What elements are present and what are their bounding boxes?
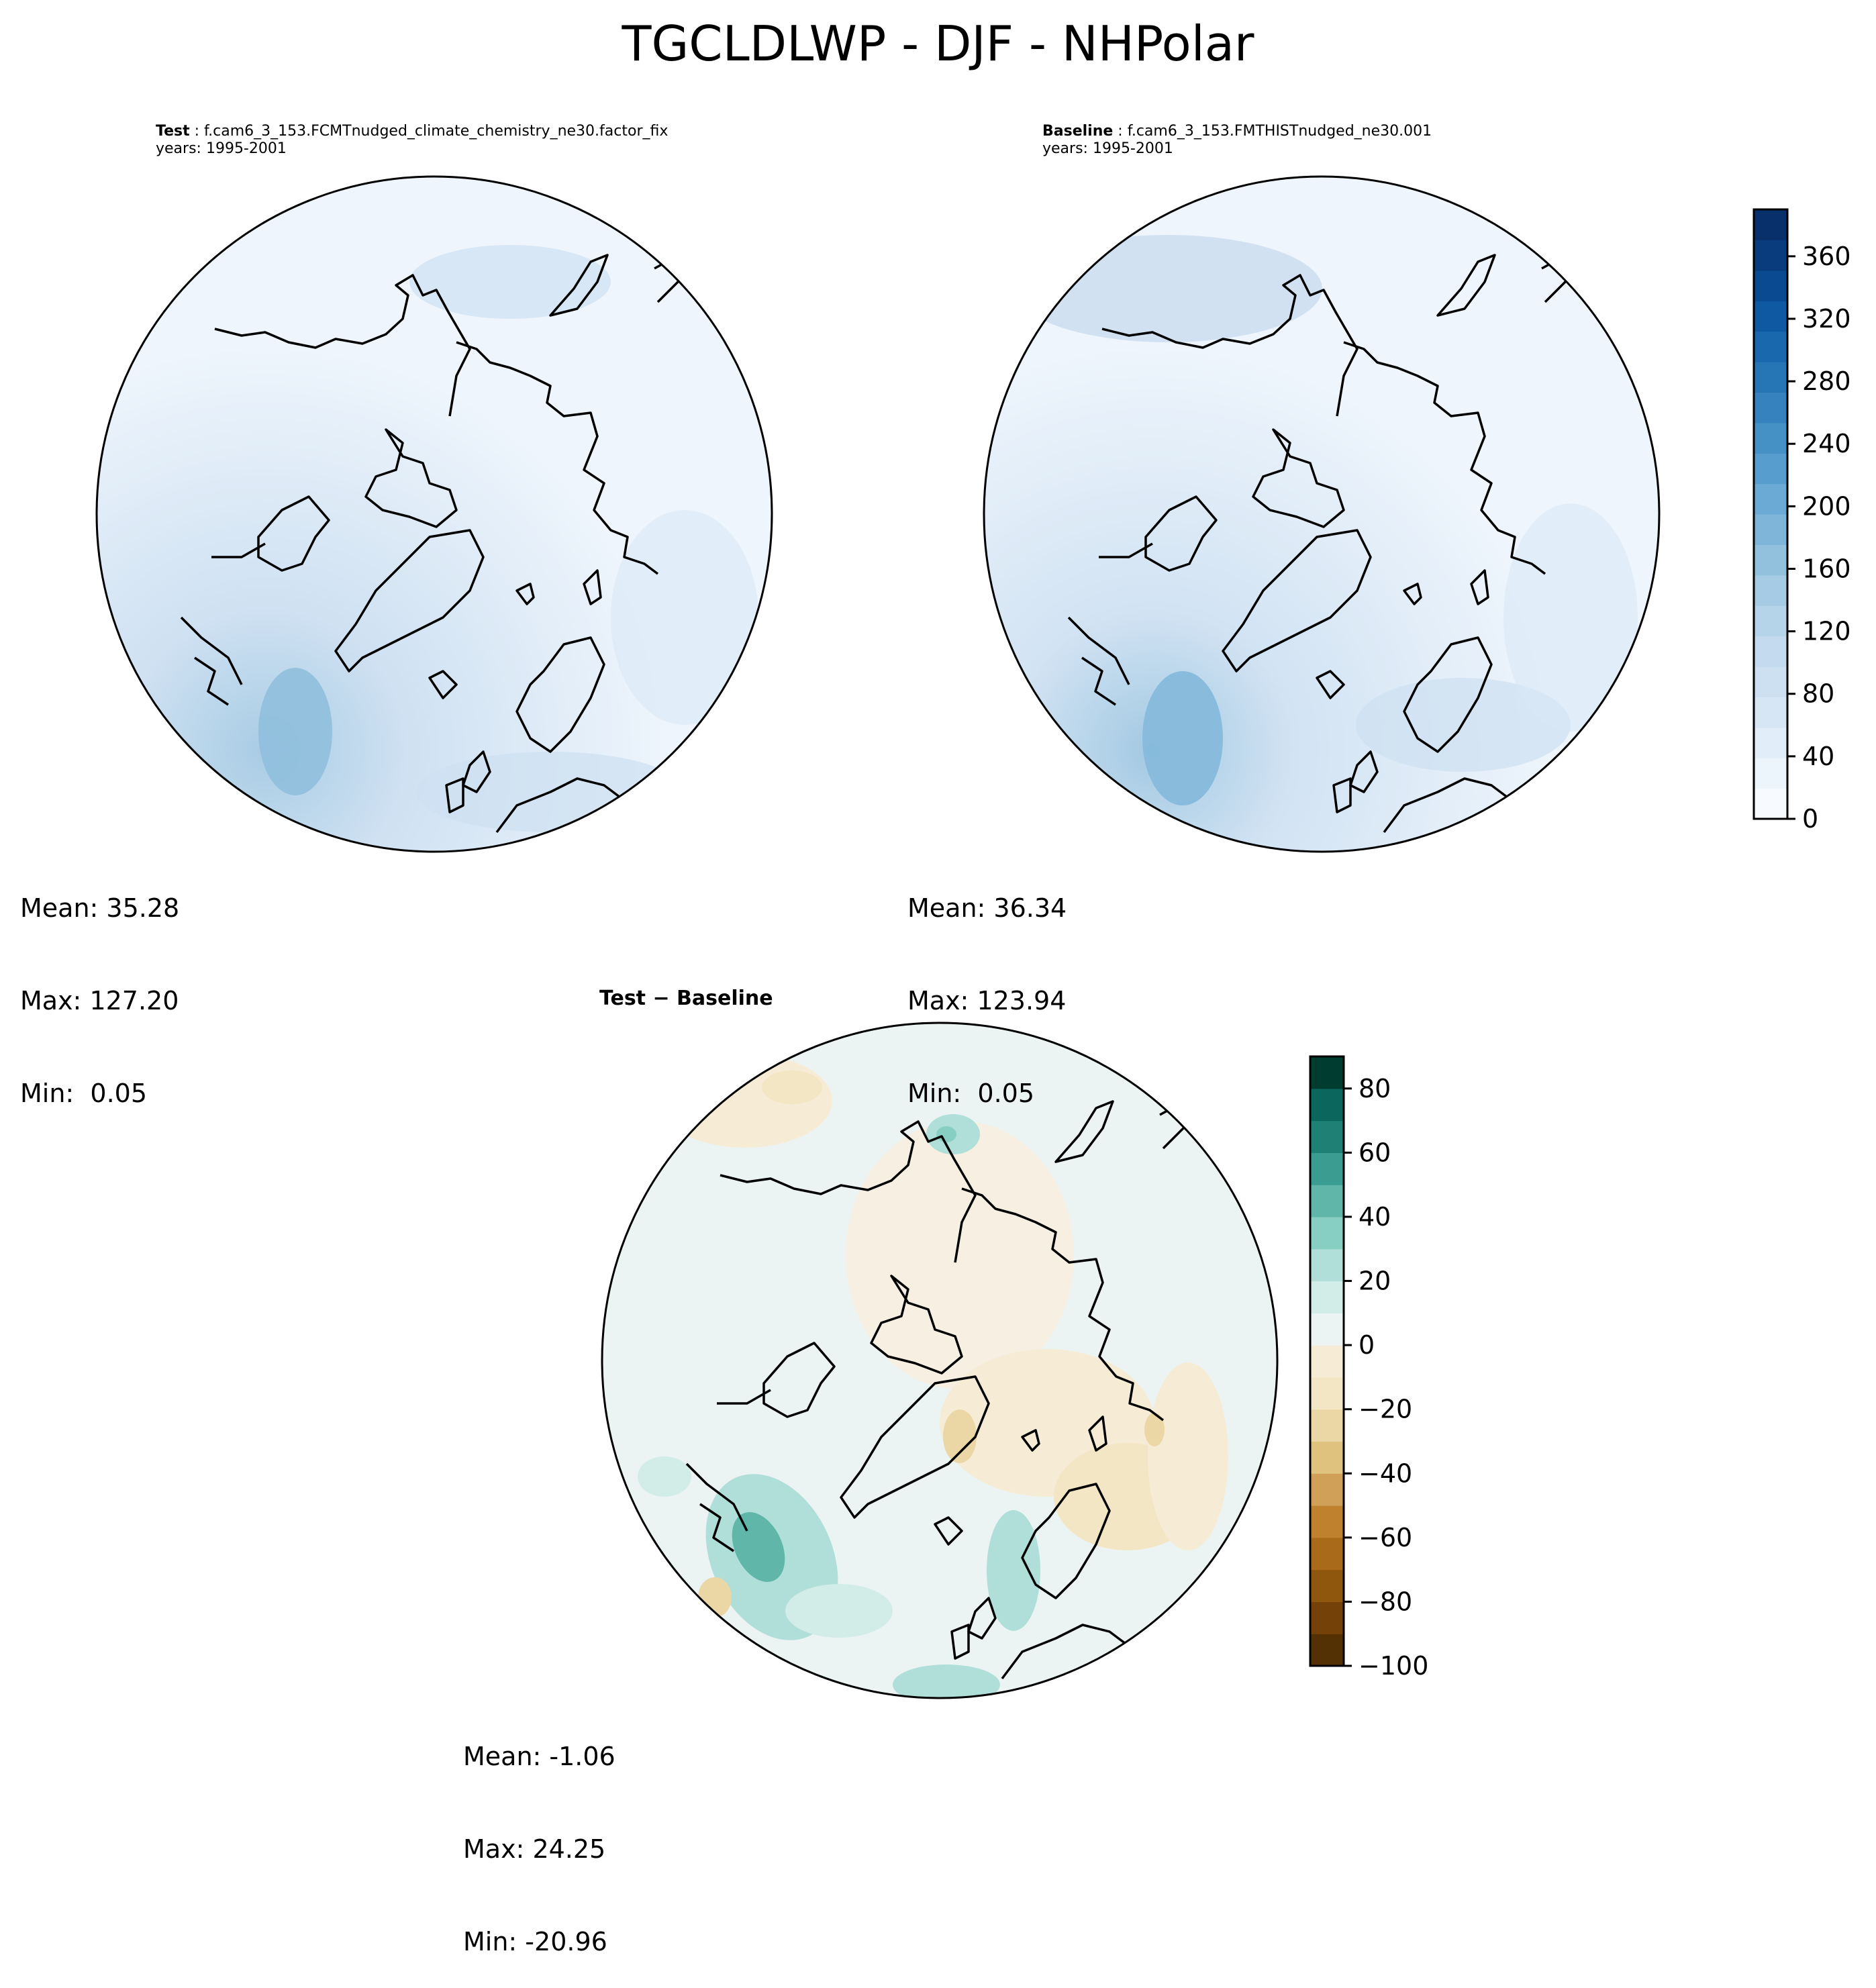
absolute-colorbar-segment: [1754, 666, 1787, 697]
absolute-colorbar-segment: [1754, 544, 1787, 576]
absolute-colorbar-segment: [1754, 362, 1787, 393]
absolute-colorbar-segment: [1754, 758, 1787, 789]
absolute-colorbar-tick-label: 160: [1802, 554, 1851, 583]
absolute-colorbar-segment: [1754, 636, 1787, 667]
difference-colorbar-segment: [1310, 1505, 1344, 1538]
absolute-colorbar-segment: [1754, 788, 1787, 819]
baseline-max: Max: 123.94: [907, 986, 1067, 1015]
absolute-colorbar-segment: [1754, 301, 1787, 332]
absolute-colorbar-segment: [1754, 514, 1787, 545]
difference-colorbar-segment: [1310, 1056, 1344, 1089]
absolute-colorbar-segment: [1754, 575, 1787, 606]
absolute-colorbar-tick-label: 40: [1802, 742, 1834, 771]
test-case-name: f.cam6_3_153.FCMTnudged_climate_chemistr…: [204, 123, 669, 140]
difference-colorbar-segment: [1310, 1216, 1344, 1250]
difference-min: Min: -20.96: [463, 1927, 607, 1956]
difference-colorbar-segment: [1310, 1088, 1344, 1122]
baseline-years: years: 1995-2001: [1042, 140, 1173, 157]
test-min: Min: 0.05: [20, 1079, 147, 1108]
absolute-colorbar-segment: [1754, 392, 1787, 424]
absolute-colorbar-segment: [1754, 422, 1787, 454]
difference-colorbar-tick-label: 0: [1359, 1330, 1375, 1360]
absolute-colorbar-tick-label: 80: [1802, 679, 1834, 709]
test-mean: Mean: 35.28: [20, 893, 180, 923]
difference-colorbar-tick-label: 80: [1359, 1074, 1391, 1103]
baseline-stats: Mean: 36.34 Max: 123.94 Min: 0.05: [907, 831, 1067, 1140]
difference-colorbar-segment: [1310, 1473, 1344, 1506]
absolute-colorbar-tick-label: 120: [1802, 617, 1851, 646]
absolute-colorbar-segment: [1754, 331, 1787, 362]
absolute-colorbar-segment: [1754, 209, 1787, 240]
difference-map-boundary: [601, 1022, 1279, 1699]
baseline-label: Baseline: [1042, 123, 1114, 140]
difference-colorbar-tick-label: 20: [1359, 1266, 1391, 1296]
difference-colorbar-segment: [1310, 1601, 1344, 1634]
difference-colorbar-tick-label: −60: [1359, 1523, 1412, 1552]
absolute-colorbar-segment: [1754, 240, 1787, 271]
difference-colorbar-segment: [1310, 1120, 1344, 1153]
test-map-features: [180, 245, 759, 834]
difference-colorbar-segment: [1310, 1441, 1344, 1474]
difference-colorbar-tick-label: 40: [1359, 1202, 1391, 1232]
absolute-colorbar-segment: [1754, 727, 1787, 758]
absolute-colorbar-segment: [1754, 697, 1787, 728]
absolute-colorbar-segment: [1754, 453, 1787, 485]
difference-colorbar-segment: [1310, 1569, 1344, 1603]
test-label: Test: [156, 123, 190, 140]
difference-colorbar-tick-label: −100: [1359, 1651, 1428, 1681]
baseline-map-boundary: [983, 175, 1661, 853]
test-map: [95, 175, 773, 853]
test-panel-header: Test : f.cam6_3_153.FCMTnudged_climate_c…: [156, 123, 669, 157]
test-max: Max: 127.20: [20, 986, 179, 1015]
absolute-colorbar-segment: [1754, 605, 1787, 637]
difference-colorbar-segment: [1310, 1537, 1344, 1571]
difference-colorbar-segment: [1310, 1409, 1344, 1442]
difference-coastlines: [685, 1093, 1265, 1680]
difference-colorbar-tick-label: −80: [1359, 1587, 1412, 1616]
difference-colorbar-segment: [1310, 1345, 1344, 1378]
difference-colorbar-segment: [1310, 1248, 1344, 1282]
difference-colorbar-tick-label: 60: [1359, 1138, 1391, 1167]
test-map-field: [97, 177, 772, 852]
difference-panel-header: Test − Baseline: [599, 987, 773, 1010]
absolute-colorbar-segment: [1754, 483, 1787, 515]
difference-max: Max: 24.25: [463, 1834, 606, 1864]
difference-colorbar-tick-label: −20: [1359, 1395, 1412, 1424]
difference-colorbar-segment: [1310, 1281, 1344, 1313]
absolute-colorbar-tick-label: 200: [1802, 491, 1851, 521]
baseline-min: Min: 0.05: [907, 1079, 1034, 1108]
test-years: years: 1995-2001: [156, 140, 287, 157]
absolute-colorbar: 0 40 80 120 160 200 240 280 320 360: [1752, 208, 1851, 834]
test-stats: Mean: 35.28 Max: 127.20 Min: 0.05: [20, 831, 179, 1140]
absolute-colorbar-tick-label: 0: [1802, 804, 1818, 834]
baseline-map: [983, 175, 1661, 853]
test-map-boundary: [95, 175, 773, 853]
difference-colorbar-segment: [1310, 1185, 1344, 1217]
baseline-coastlines: [1067, 247, 1646, 834]
absolute-colorbar-segment: [1754, 270, 1787, 301]
absolute-colorbar-tick-label: 320: [1802, 304, 1851, 334]
difference-stats: Mean: -1.06 Max: 24.25 Min: -20.96: [463, 1679, 615, 1988]
difference-colorbar-segment: [1310, 1152, 1344, 1185]
difference-colorbar-segment: [1310, 1634, 1344, 1667]
difference-mean: Mean: -1.06: [463, 1742, 615, 1771]
baseline-case-name: f.cam6_3_153.FMTHISTnudged_ne30.001: [1127, 123, 1432, 140]
absolute-colorbar-frame: [1752, 208, 1789, 820]
baseline-panel-header: Baseline : f.cam6_3_153.FMTHISTnudged_ne…: [1042, 123, 1432, 157]
figure-title: TGCLDLWP - DJF - NHPolar: [622, 15, 1254, 72]
difference-colorbar-segment: [1310, 1377, 1344, 1410]
absolute-colorbar-tick-label: 280: [1802, 366, 1851, 396]
absolute-colorbar-tick-label: 360: [1802, 242, 1851, 271]
difference-colorbar-frame: [1309, 1055, 1345, 1667]
difference-colorbar-segment: [1310, 1313, 1344, 1346]
absolute-colorbar-tick-label: 240: [1802, 429, 1851, 458]
difference-colorbar-tick-label: −40: [1359, 1458, 1412, 1488]
difference-colorbar: −100 −80 −60 −40 −20 0 20 40 60 80: [1309, 1055, 1428, 1681]
baseline-mean: Mean: 36.34: [907, 893, 1067, 923]
